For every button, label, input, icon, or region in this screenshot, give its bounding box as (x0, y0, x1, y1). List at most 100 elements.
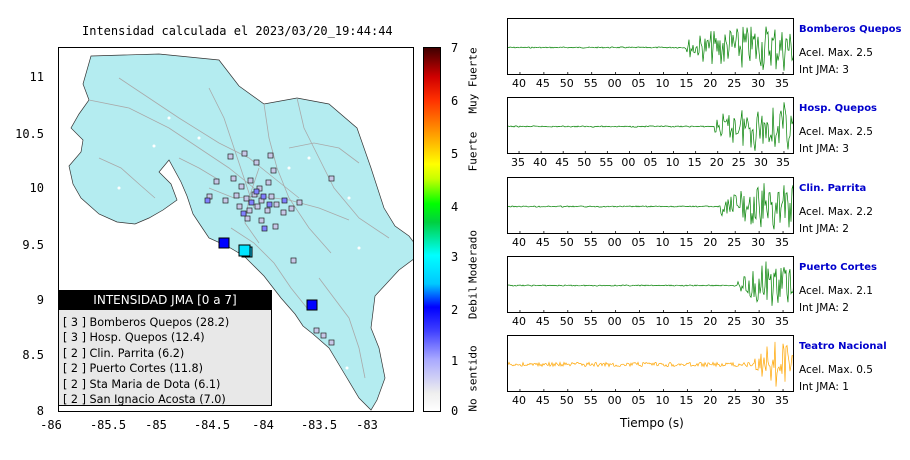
time-tick-label: 30 (751, 394, 766, 407)
time-tick-label: 30 (751, 236, 766, 249)
time-tick-label: 30 (751, 77, 766, 90)
time-tick-label: 55 (599, 156, 614, 169)
waveform-trace (508, 102, 793, 153)
lon-tick: -85 (145, 418, 167, 432)
time-tick-label: 50 (559, 236, 574, 249)
time-tick-label: 05 (631, 77, 646, 90)
time-tick-label: 00 (607, 315, 622, 328)
time-tick-label: 05 (631, 315, 646, 328)
time-tick-label: 55 (583, 236, 598, 249)
time-tick-label: 10 (655, 77, 670, 90)
lon-tick: -86 (40, 418, 62, 432)
time-tick-label: 25 (727, 236, 742, 249)
time-tick-label: 10 (655, 394, 670, 407)
time-tick-label: 30 (753, 156, 768, 169)
time-tick-label: 55 (583, 77, 598, 90)
waveform-trace (508, 183, 793, 233)
colorbar-word: Fuerte (466, 131, 480, 172)
time-tick-label: 25 (731, 156, 746, 169)
station-name[interactable]: Bomberos Quepos (799, 24, 902, 35)
time-axis-label: Tiempo (s) (620, 416, 684, 430)
colorbar-tick: 2 (451, 303, 459, 317)
time-tick-label: 10 (655, 315, 670, 328)
legend-row: [ 2 ] San Ignacio Acosta (7.0) (63, 392, 226, 406)
legend-row: [ 2 ] Clin. Parrita (6.2) (63, 346, 185, 360)
time-tick-label: 25 (727, 77, 742, 90)
colorbar-tick: 6 (451, 94, 459, 108)
time-tick-label: 10 (655, 236, 670, 249)
map-title: Intensidad calculada el 2023/03/20_19:44… (82, 24, 393, 38)
time-tick-label: 35 (775, 77, 790, 90)
time-tick-label: 00 (607, 394, 622, 407)
lat-tick: 9.5 (22, 238, 44, 252)
legend-row: [ 3 ] Hosp. Quepos (12.4) (63, 331, 205, 345)
time-tick-label: 40 (511, 236, 526, 249)
colorbar-tick: 3 (451, 250, 459, 264)
time-tick-label: 55 (583, 394, 598, 407)
time-tick-label: 15 (679, 394, 694, 407)
intensity-legend: INTENSIDAD JMA [0 a 7] [ 3 ] Bomberos Qu… (58, 290, 272, 406)
time-tick-label: 45 (535, 77, 550, 90)
waveform-trace (508, 261, 793, 312)
lon-tick: -84.5 (193, 418, 231, 432)
time-tick-label: 50 (559, 77, 574, 90)
time-tick-label: 50 (559, 315, 574, 328)
lat-tick: 8.5 (22, 348, 44, 362)
map-canvas (68, 53, 413, 411)
colorbar-word: No sentido (466, 345, 480, 412)
lat-tick: 9 (36, 293, 44, 307)
station-name[interactable]: Hosp. Quepos (799, 103, 878, 114)
time-tick-label: 15 (679, 315, 694, 328)
lat-tick: 10 (29, 181, 44, 195)
time-tick-label: 35 (775, 394, 790, 407)
station-accel: Acel. Max. 2.2 (799, 206, 873, 218)
time-tick-label: 00 (621, 156, 636, 169)
waveform-panel[interactable] (507, 97, 794, 154)
time-tick-label: 35 (511, 156, 526, 169)
time-tick-label: 50 (559, 394, 574, 407)
waveform-panel[interactable] (507, 256, 794, 313)
time-tick-label: 40 (511, 315, 526, 328)
time-tick-label: 45 (535, 394, 550, 407)
time-tick-label: 45 (535, 315, 550, 328)
legend-header: INTENSIDAD JMA [0 a 7] (59, 291, 271, 310)
time-tick-label: 55 (583, 315, 598, 328)
time-tick-label: 15 (687, 156, 702, 169)
time-tick-label: 20 (703, 77, 718, 90)
lat-tick: 10.5 (15, 127, 44, 141)
station-name[interactable]: Puerto Cortes (799, 262, 877, 273)
station-marker-bomberos-quepos (218, 237, 230, 249)
station-accel: Acel. Max. 2.1 (799, 285, 873, 297)
time-tick-label: 05 (631, 394, 646, 407)
colorbar-tick: 1 (451, 354, 459, 368)
station-jma: Int JMA: 2 (799, 223, 849, 235)
lon-tick: -83.5 (300, 418, 338, 432)
colorbar-tick: 4 (451, 200, 459, 214)
lat-tick: 11 (29, 70, 44, 84)
time-tick-label: 25 (727, 394, 742, 407)
lon-tick: -84 (252, 418, 274, 432)
waveform-trace (508, 26, 793, 74)
time-tick-label: 50 (577, 156, 592, 169)
station-name[interactable]: Clin. Parrita (799, 183, 867, 194)
lat-tick: 8 (36, 404, 44, 418)
time-tick-label: 20 (703, 394, 718, 407)
time-tick-label: 15 (679, 236, 694, 249)
time-tick-label: 10 (665, 156, 680, 169)
station-accel: Acel. Max. 0.5 (799, 364, 873, 376)
waveform-panel[interactable] (507, 177, 794, 234)
station-marker-puerto-cortes (306, 299, 318, 311)
time-tick-label: 35 (775, 156, 790, 169)
time-tick-label: 30 (751, 315, 766, 328)
lon-tick: -85.5 (89, 418, 127, 432)
time-tick-label: 35 (775, 236, 790, 249)
waveform-panel[interactable] (507, 335, 794, 392)
time-tick-label: 05 (643, 156, 658, 169)
station-name[interactable]: Teatro Nacional (799, 341, 887, 352)
station-jma: Int JMA: 3 (799, 64, 849, 76)
time-tick-label: 40 (533, 156, 548, 169)
legend-row: [ 2 ] Puerto Cortes (11.8) (63, 362, 203, 376)
intensity-colorbar (423, 47, 441, 412)
time-tick-label: 05 (631, 236, 646, 249)
waveform-panel[interactable] (507, 18, 794, 75)
